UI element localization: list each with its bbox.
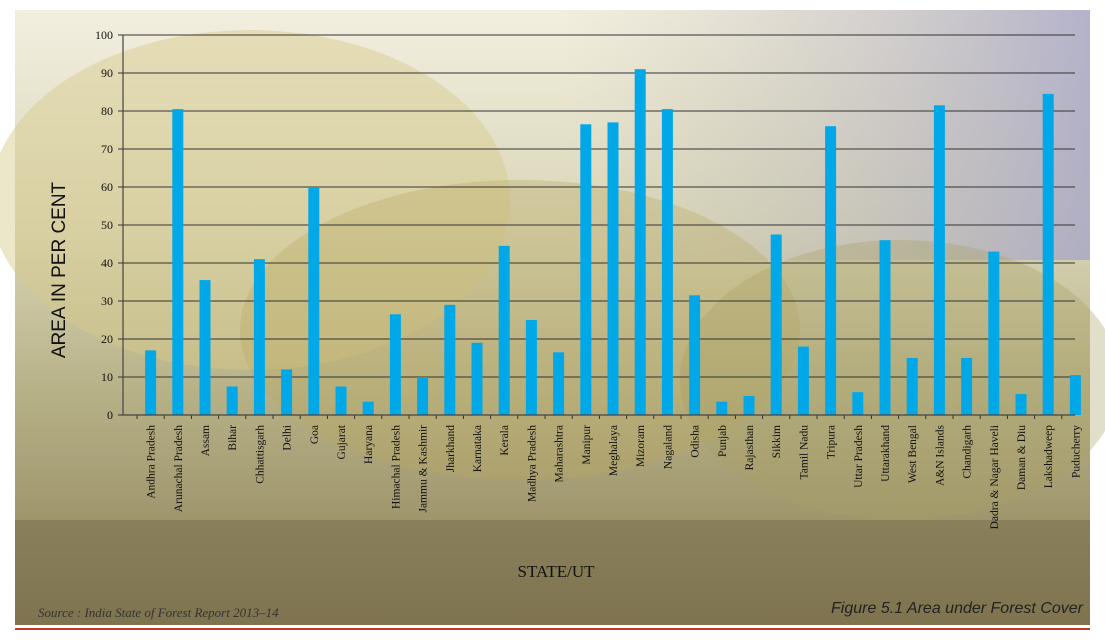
background-sky — [560, 10, 1090, 260]
x-tick-label: Arunachal Pradesh — [173, 425, 185, 512]
bar — [281, 369, 293, 415]
bar — [199, 280, 211, 415]
bar — [1015, 394, 1027, 415]
x-tick-label: Daman & Diu — [1016, 425, 1028, 490]
bar — [661, 109, 673, 415]
bar — [145, 350, 157, 415]
bar — [770, 234, 782, 415]
figure-caption: Figure 5.1 Area under Forest Cover — [831, 600, 1083, 617]
bar — [879, 240, 891, 415]
background-foliage — [240, 180, 800, 480]
x-tick-label: Rajasthan — [744, 425, 756, 471]
x-tick-label: Assam — [200, 425, 212, 456]
y-tick-labels: 0 10 20 30 40 50 60 70 80 90 100 — [95, 28, 113, 422]
bottom-rule — [15, 628, 1090, 630]
y-tick-label: 0 — [107, 408, 113, 422]
y-tick-label: 100 — [95, 28, 113, 42]
bar — [553, 352, 565, 415]
y-tick-label: 10 — [101, 370, 113, 384]
bar — [825, 126, 837, 415]
x-tick-label: Delhi — [282, 425, 294, 451]
bar — [1069, 375, 1081, 415]
x-tick-label: Bihar — [227, 425, 239, 451]
x-tick-label: Maharashtra — [554, 425, 566, 482]
bar — [607, 122, 619, 416]
x-tick-labels: Andhra Pradesh Arunachal Pradesh Assam Biha… — [136, 415, 1082, 529]
x-tick-label: Uttarakhand — [880, 425, 892, 482]
bar — [417, 377, 429, 415]
bar — [226, 386, 238, 415]
x-tick-label: Uttar Pradesh — [853, 425, 865, 488]
bar — [797, 346, 809, 415]
bar — [906, 358, 918, 415]
bar — [525, 320, 537, 415]
bar — [716, 401, 728, 415]
bar — [308, 187, 320, 415]
bar — [743, 396, 755, 415]
x-tick-label: Goa — [309, 425, 321, 444]
x-tick-label: Haryana — [363, 425, 375, 464]
x-tick-label: Jharkhand — [445, 425, 457, 473]
source-note: Source : India State of Forest Report 20… — [38, 605, 279, 620]
bar — [172, 109, 184, 415]
x-tick-label: Sikkim — [771, 425, 783, 458]
x-tick-label: Odisha — [690, 425, 702, 458]
x-tick-label: Gujarat — [336, 424, 348, 459]
bar — [471, 342, 483, 415]
y-tick-label: 30 — [101, 294, 113, 308]
x-tick-label: Tripura — [826, 425, 838, 459]
y-axis-title: AREA IN PER CENT — [49, 181, 70, 358]
x-tick-label: Jammu & Kashmir — [418, 425, 430, 513]
x-tick-label: Meghalaya — [608, 425, 620, 476]
x-tick-label: A&N Islands — [934, 424, 946, 486]
bar-series — [145, 69, 1081, 416]
y-tick-label: 80 — [101, 104, 113, 118]
x-tick-label: Himachal Pradesh — [390, 425, 402, 509]
x-tick-label: West Bengal — [907, 425, 919, 483]
x-tick-label: Nagaland — [662, 425, 674, 469]
bar — [362, 401, 374, 415]
y-tick-label: 20 — [101, 332, 113, 346]
background-foliage — [0, 30, 510, 370]
x-tick-label: Chandigarh — [962, 425, 974, 479]
x-tick-label: Mizoram — [635, 425, 647, 467]
bar — [253, 259, 265, 415]
x-tick-label: Punjab — [717, 425, 729, 457]
x-tick-label: Manipur — [581, 425, 593, 465]
x-tick-label: Madhya Pradesh — [526, 425, 538, 502]
x-tick-label: Dadra & Nagar Haveli — [989, 425, 1001, 529]
background-foliage — [680, 240, 1105, 520]
bar — [389, 314, 401, 415]
bar — [580, 124, 592, 416]
x-tick-label: Andhra Pradesh — [146, 425, 158, 499]
y-tick-label: 50 — [101, 218, 113, 232]
bar — [1042, 93, 1054, 416]
x-tick-label: Lakshadweep — [1043, 425, 1055, 488]
bar — [689, 295, 701, 415]
bar — [634, 69, 646, 415]
x-tick-label: Tamil Nadu — [798, 425, 810, 480]
bar — [498, 245, 510, 415]
y-tick-label: 40 — [101, 256, 113, 270]
bar — [988, 251, 1000, 415]
bar — [444, 304, 456, 415]
x-tick-label: Kerala — [499, 425, 511, 456]
y-tick-label: 90 — [101, 66, 113, 80]
x-tick-label: Karnataka — [472, 425, 484, 472]
bar — [335, 386, 347, 415]
y-tick-label: 60 — [101, 180, 113, 194]
x-tick-label: Chhattisgarh — [254, 425, 266, 484]
bar — [961, 358, 973, 415]
x-axis-title: STATE/UT — [517, 562, 595, 581]
x-tick-label: Puducherry — [1070, 425, 1082, 478]
bar — [852, 392, 864, 415]
y-tick-label: 70 — [101, 142, 113, 156]
background-ground — [15, 520, 1090, 625]
bar — [933, 105, 945, 416]
